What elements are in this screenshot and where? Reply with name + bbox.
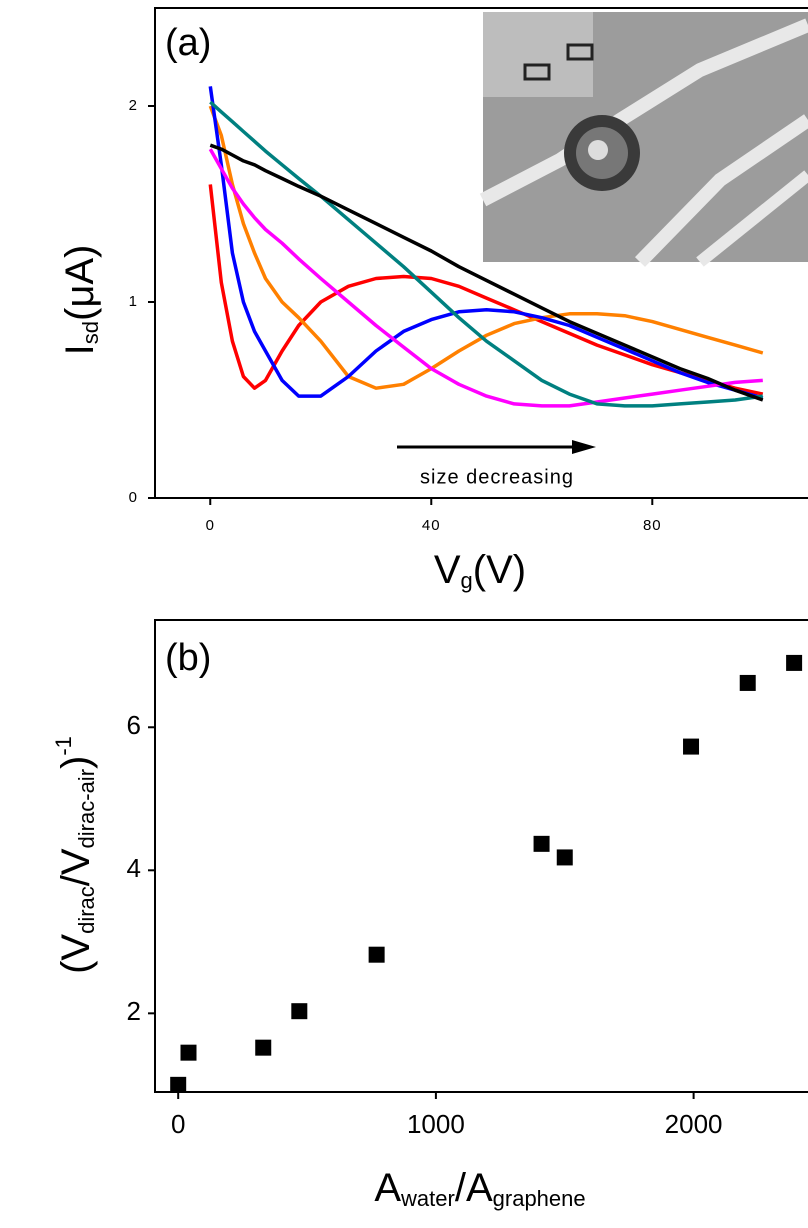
label-part: sd (78, 321, 103, 344)
label-part: /V (54, 848, 98, 886)
axis-label: (Vdirac/Vdirac-air)-1 (51, 736, 99, 974)
panel-label: (a) (165, 22, 211, 64)
label-part: -1 (51, 736, 76, 756)
label-part: dirac (74, 886, 99, 934)
label-part: ) (54, 756, 98, 769)
y-tick-label: 1 (129, 293, 137, 310)
scatter-point (683, 738, 700, 755)
panel-label: (b) (165, 637, 211, 679)
size-arrow (397, 440, 596, 454)
y-tick-label: 0 (129, 489, 137, 506)
plot-frame (154, 619, 808, 1093)
label-part: /A (455, 1166, 493, 1210)
axis-label: Isd(μA) (58, 245, 103, 356)
series-line (208, 184, 764, 396)
scatter-point (739, 674, 756, 691)
plot-frame (154, 7, 808, 499)
label-part: graphene (493, 1186, 586, 1211)
scatter-point (170, 1076, 187, 1093)
y-tick-label: 4 (127, 853, 141, 883)
x-tick-label: 0 (171, 1109, 185, 1139)
inset-photo (479, 12, 808, 267)
label-part: (V (54, 934, 98, 974)
x-tick-label: 80 (643, 517, 662, 534)
axis-label: Awater/Agraphene (374, 1166, 585, 1211)
series-line (208, 86, 764, 400)
y-tick-label: 6 (127, 710, 141, 740)
scatter-point (786, 654, 803, 671)
scatter-point (291, 1003, 308, 1020)
x-tick-label: 1000 (407, 1109, 465, 1139)
label-part: dirac-air (74, 769, 99, 848)
y-tick-label: 2 (127, 996, 141, 1026)
label-part: g (461, 568, 473, 593)
annotation: size decreasing (420, 466, 574, 488)
series-line (209, 100, 764, 408)
label-part: water (400, 1186, 455, 1211)
y-tick-label: 2 (129, 97, 137, 114)
x-tick-label: 0 (206, 517, 215, 534)
axis-label: Vg(V) (434, 548, 526, 593)
x-tick-label: 2000 (665, 1109, 723, 1139)
label-part: I (58, 344, 102, 355)
scatter-point (255, 1039, 272, 1056)
label-part: (μA) (58, 245, 102, 321)
label-part: A (374, 1166, 401, 1210)
scatter-point (533, 835, 550, 852)
series-line (208, 148, 763, 408)
label-part: (V) (473, 548, 526, 592)
series-line (209, 143, 764, 402)
scatter-point (368, 946, 385, 963)
label-part: V (434, 548, 461, 592)
scatter-point (556, 849, 573, 866)
x-tick-label: 40 (422, 517, 441, 534)
scatter-point (180, 1044, 197, 1061)
